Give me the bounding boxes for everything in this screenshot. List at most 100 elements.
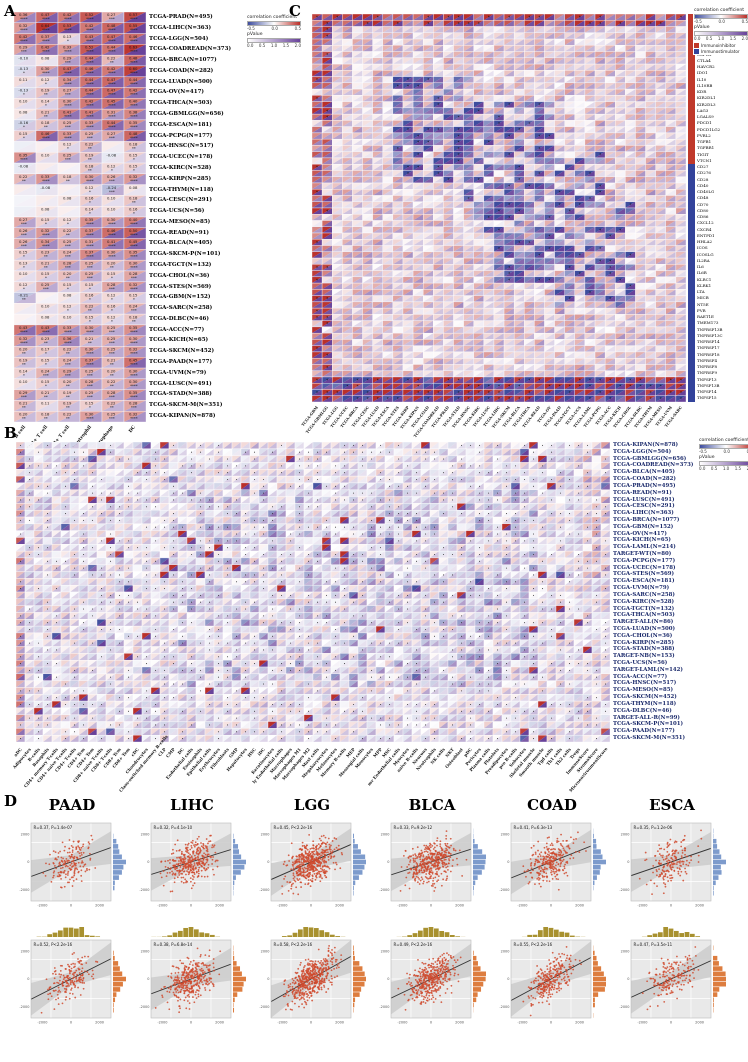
row-label: TCGA-UCS(N=56) bbox=[149, 208, 205, 215]
scatter-title-BLCA: BLCA bbox=[408, 796, 456, 814]
panel-b-letter: B bbox=[4, 424, 17, 442]
row-label: TCGA-CESC(N=291) bbox=[613, 503, 675, 510]
legend-tick: 0.5 bbox=[705, 36, 713, 41]
gene-label: HAVCR2 bbox=[697, 64, 715, 69]
row-label: TCGA-COAD(N=282) bbox=[613, 476, 676, 483]
legend-tick: 0.0 bbox=[718, 19, 725, 24]
legend-tick: 2.0 bbox=[747, 466, 748, 471]
legend-tick: 0.0 bbox=[247, 43, 254, 48]
legend-tick: 0.5 bbox=[741, 19, 748, 24]
gene-label: IDO1 bbox=[697, 70, 708, 76]
row-label: TCGA-THCA(N=503) bbox=[613, 612, 675, 619]
row-label: TCGA-PAAD(N=177) bbox=[149, 359, 213, 365]
gene-labels: ADORA2ABTLACD160CD244CD274CD96CSF1RCTLA4… bbox=[697, 14, 723, 402]
category-label: Immunoinhibitor bbox=[701, 42, 736, 48]
row-label: TCGA-BRCA(N=1077) bbox=[149, 57, 217, 64]
scatter-PAAD-row1 bbox=[16, 818, 128, 918]
gene-label: TNFRSF13B bbox=[697, 326, 723, 332]
category-swatch bbox=[694, 42, 699, 48]
scatter-LGG-row1 bbox=[256, 818, 368, 918]
row-label: TARGET-NB(N=153) bbox=[613, 653, 675, 660]
gene-label: TNFRSF14 bbox=[697, 339, 720, 344]
category-swatch bbox=[694, 49, 699, 54]
gene-label: CD40 bbox=[697, 182, 709, 188]
row-label: TCGA-UCS(N=56) bbox=[613, 660, 668, 666]
category-label: Immunostimulator bbox=[701, 49, 740, 54]
gene-label: NT5E bbox=[697, 301, 709, 307]
gene-label: TNFSF15 bbox=[697, 395, 717, 401]
gene-label: CD28 bbox=[697, 176, 709, 182]
legend-tick: 2.0 bbox=[294, 43, 301, 48]
gene-label: TNFRSF9 bbox=[697, 370, 718, 376]
row-label: TCGA-TGCT(N=132) bbox=[613, 605, 675, 612]
gene-label: TNFSF13 bbox=[697, 376, 717, 382]
legend-tick: 0.0 bbox=[694, 36, 701, 41]
row-label: TCGA-LIHC(N=363) bbox=[149, 24, 212, 31]
row-label: TCGA-STES(N=569) bbox=[613, 571, 675, 578]
row-label: TCGA-KIRP(N=285) bbox=[149, 175, 212, 182]
row-labels: TCGA-PRAD(N=495) TCGA-LIHC(N=363) TCGA-LGG… bbox=[149, 12, 231, 422]
scatter-LGG-row2 bbox=[256, 924, 368, 1042]
gene-label: TNFRSF4 bbox=[697, 357, 718, 363]
gene-label: IL6R bbox=[697, 270, 707, 276]
gene-label: TNFSF13B bbox=[697, 382, 720, 388]
row-label: TCGA-CESC(N=291) bbox=[149, 197, 212, 204]
row-label: TCGA-READ(N=91) bbox=[149, 229, 210, 236]
panel-a-letter: A bbox=[4, 2, 16, 20]
row-label: TCGA-UCEC(N=178) bbox=[149, 154, 213, 161]
row-label: TCGA-GBMLGG(N=656) bbox=[149, 111, 224, 118]
row-label: TCGA-KIRC(N=528) bbox=[149, 164, 212, 171]
row-label: TCGA-STAD(N=388) bbox=[149, 391, 212, 398]
row-label: TCGA-THYM(N=118) bbox=[149, 186, 214, 193]
category-bar-immunoinhibitor bbox=[688, 14, 695, 165]
row-label: TCGA-COADREAD(N=373) bbox=[149, 46, 232, 53]
gene-label: CD48 bbox=[697, 195, 709, 201]
scatter-title-LIHC: LIHC bbox=[170, 796, 214, 814]
gene-label: CD40LG bbox=[697, 189, 715, 194]
scatter-LIHC-row1 bbox=[136, 818, 248, 918]
gene-label: LTA bbox=[697, 289, 705, 294]
legend-tick: 1.0 bbox=[722, 466, 730, 471]
row-label: TCGA-LAML(N=214) bbox=[613, 544, 676, 551]
legend-tick: 0.0 bbox=[699, 466, 706, 471]
row-label: TCGA-PRAD(N=495) bbox=[149, 14, 213, 20]
panel-d-letter: D bbox=[4, 792, 18, 810]
legend-corr-ticks: -0.5 0.0 0.5 bbox=[247, 26, 301, 31]
gene-label: PDCD1LG2 bbox=[697, 126, 721, 132]
gene-label: IL10 bbox=[697, 76, 707, 82]
gene-label: CXCL12 bbox=[697, 220, 714, 226]
legend-tick: 0.0 bbox=[271, 26, 278, 31]
legend-tick: 0.0 bbox=[723, 449, 730, 454]
gene-label: LAG3 bbox=[697, 107, 709, 113]
legend-tick: 1.5 bbox=[734, 466, 742, 471]
gene-label: ENTPD1 bbox=[697, 232, 715, 238]
gene-label: HHLA2 bbox=[697, 239, 713, 244]
gene-label: KDR bbox=[697, 89, 707, 94]
legend-pvalue-ticks: 0.0 0.5 1.0 1.5 2.0 bbox=[247, 43, 301, 48]
row-label: TCGA-KIRP(N=285) bbox=[613, 639, 674, 646]
scatter-BLCA-row1 bbox=[376, 818, 488, 918]
row-label: TCGA-DLBC(N=46) bbox=[613, 707, 672, 714]
row-label: TCGA-OV(N=417) bbox=[149, 89, 204, 96]
scatter-LIHC-row2 bbox=[136, 924, 248, 1042]
legend-tick: -0.5 bbox=[694, 19, 702, 24]
panel-a-heatmap bbox=[14, 12, 146, 422]
row-label: TCGA-UVM(N=79) bbox=[613, 585, 670, 592]
row-label: TCGA-KIPAN(N=878) bbox=[613, 442, 679, 448]
row-label: TCGA-SKCM-M(N=351) bbox=[613, 734, 686, 741]
legend-corr-ticks: -0.5 0.0 0.5 bbox=[699, 449, 748, 454]
legend-corr-gradient bbox=[247, 21, 301, 26]
gene-label: TIGIT bbox=[697, 151, 709, 157]
gene-label: IL10RB bbox=[697, 82, 713, 88]
legend-category: Immunoinhibitor bbox=[694, 42, 748, 48]
gene-label: ICOSLG bbox=[697, 251, 714, 257]
row-label: TCGA-CHOL(N=36) bbox=[613, 632, 673, 639]
gene-label: PDCD1 bbox=[697, 120, 712, 126]
row-label: TARGET-ALL-R(N=99) bbox=[613, 714, 680, 721]
row-label: TCGA-OV(N=417) bbox=[613, 530, 667, 537]
row-label: TCGA-LIHC(N=363) bbox=[613, 510, 674, 517]
gene-label: LGALS9 bbox=[697, 114, 714, 119]
row-label: TCGA-KIPAN(N=878) bbox=[149, 412, 216, 419]
gene-label: PVR bbox=[697, 307, 706, 313]
